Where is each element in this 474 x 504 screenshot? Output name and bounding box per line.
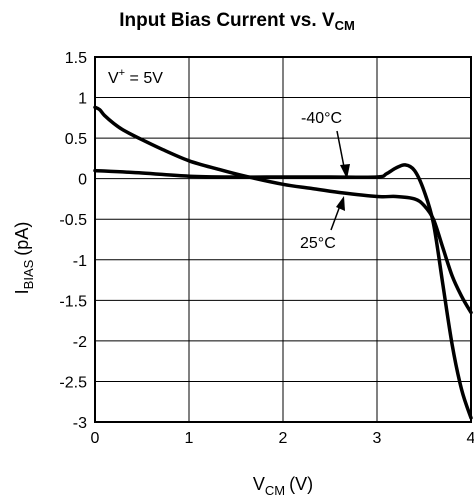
x-tick-label: 2 bbox=[279, 430, 288, 447]
chart-title-subscript: CM bbox=[334, 18, 355, 33]
supply-annotation-value: = 5V bbox=[125, 70, 163, 87]
series-label-25: 25°C bbox=[300, 235, 336, 252]
arrowhead-25 bbox=[336, 196, 345, 211]
y-tick-label: -3 bbox=[73, 415, 87, 432]
y-tick-label: -1.5 bbox=[59, 293, 87, 310]
y-tick-label: -2.5 bbox=[59, 374, 87, 391]
y-tick-label: -1 bbox=[73, 253, 87, 270]
y-axis-label-unit: (pA) bbox=[12, 222, 32, 256]
supply-annotation: V+ = 5V bbox=[108, 67, 163, 87]
series-line-minus40 bbox=[93, 163, 473, 420]
x-axis-label-unit: (V) bbox=[289, 474, 313, 494]
grid bbox=[95, 57, 471, 422]
series-lines bbox=[93, 105, 473, 420]
y-axis-label: IBIAS (pA) bbox=[12, 222, 36, 295]
chart-title-text: Input Bias Current vs. V bbox=[119, 10, 335, 31]
y-axis-label-i: I bbox=[12, 289, 32, 294]
x-tick-label: 3 bbox=[373, 430, 382, 447]
tick-labels: 0 1 2 3 4 1.5 1 0.5 0 -0.5 -1 -1.5 -2 -2.5 -3 bbox=[59, 50, 474, 447]
y-tick-label: -0.5 bbox=[59, 212, 87, 229]
y-tick-label: -2 bbox=[73, 334, 87, 351]
x-axis-label-sub: CM bbox=[265, 483, 285, 498]
y-tick-label: 1 bbox=[78, 91, 87, 108]
y-tick-label: 1.5 bbox=[65, 50, 87, 67]
y-tick-label: 0 bbox=[78, 172, 87, 189]
x-axis-label-v: V bbox=[253, 474, 265, 494]
x-tick-label: 0 bbox=[91, 430, 100, 447]
arrowhead-minus40 bbox=[340, 164, 350, 179]
x-tick-label: 4 bbox=[467, 430, 474, 447]
supply-annotation-v: V bbox=[108, 70, 119, 87]
plot-frame bbox=[94, 56, 472, 423]
x-tick-label: 1 bbox=[185, 430, 194, 447]
y-tick-label: 0.5 bbox=[65, 131, 87, 148]
chart-title: Input Bias Current vs. VCM bbox=[0, 10, 474, 33]
y-axis-label-sub: BIAS bbox=[21, 259, 36, 289]
x-axis-label: VCM (V) bbox=[253, 474, 313, 498]
supply-annotation-sup: + bbox=[119, 67, 125, 79]
series-label-minus40: -40°C bbox=[301, 110, 342, 127]
series-line-25 bbox=[93, 105, 473, 315]
